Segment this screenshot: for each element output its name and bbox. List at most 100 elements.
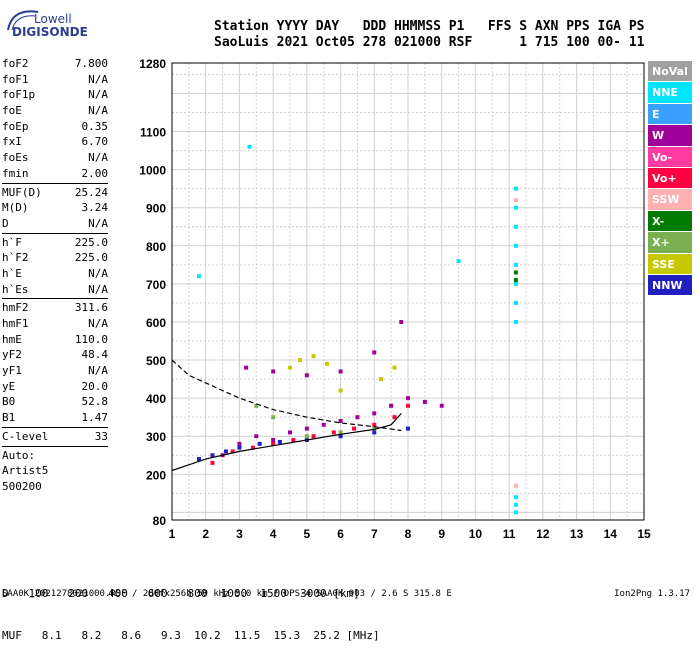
param-value: N/A [88,104,108,118]
param-row: B1 1.47 [2,410,108,426]
param-row: D N/A [2,216,108,232]
param-block-4: hmF2 311.6 hmF1 N/A hmE 110.0 yF2 48.4 yF1 N/A yE 2… [2,300,108,426]
muf-value: 25.2 [300,629,340,642]
distance-value: 1000 [207,587,248,600]
footer-info: SAA0K_2021278021000.RSF / 280fx256h 50 k… [2,589,452,599]
data-point [223,449,228,454]
param-row: h`F2 225.0 [2,250,108,266]
param-name: h`F [2,235,22,249]
muf-value: 8.1 [21,629,62,642]
data-point [331,430,336,435]
param-value: N/A [88,282,108,296]
y-tick-label: 80 [153,514,167,528]
param-value: 33 [94,429,108,443]
data-point [513,205,518,210]
param-row: h`F 225.0 [2,235,108,251]
param-name: h`E [2,266,22,280]
data-point [355,415,360,420]
data-point [271,415,276,420]
data-point [439,403,444,408]
param-value: N/A [88,317,108,330]
param-value: 25.24 [74,185,108,199]
x-tick-label: 14 [604,527,618,541]
param-name: fmin [2,166,29,180]
data-point [513,281,518,286]
param-row: yF1 N/A [2,363,108,379]
data-point [288,430,292,435]
param-name: hmF2 [2,301,29,315]
ionogram-chart: 1 2 3 4 5 6 7 8 9 10 11 12 13 14 158020030040050060070… [139,57,651,541]
divider [2,232,108,234]
divider [2,445,108,447]
param-value: N/A [88,216,108,230]
legend-item: Vo- [648,146,692,168]
data-point [325,361,330,366]
distance-value: 100 [8,587,49,600]
param-name: D [2,216,9,230]
y-tick-label: 300 [146,430,166,444]
param-row: B0 52.8 [2,394,108,410]
data-point [338,434,343,439]
data-point [513,262,518,267]
param-name: M(D) [2,201,29,215]
distance-unit: [km] [333,587,360,600]
param-row: foEs N/A [2,150,108,166]
data-point [379,377,384,382]
param-name: foEs [2,151,29,165]
divider [2,426,108,428]
muf-value: 8.2 [61,629,102,642]
data-point [372,430,377,435]
data-point [338,418,343,423]
x-tick-label: 13 [570,527,584,541]
muf-table: D 100 200 400 600 800 1000 1500 3000 [km… [2,559,380,657]
param-value: 6.70 [81,135,109,149]
y-tick-label: 200 [146,468,166,482]
divider [2,298,108,300]
data-point [254,403,259,408]
param-value: 311.6 [74,301,108,315]
legend-item: X+ [648,232,692,254]
trace-curve [171,412,402,472]
muf-unit: [MHz] [346,629,380,642]
data-point [392,365,397,370]
muf-value: 15.3 [260,629,301,642]
x-tick-label: 9 [438,527,445,541]
data-point [513,278,518,283]
data-point [291,438,296,443]
param-name: yF1 [2,364,22,378]
legend-item: SSW [648,189,692,211]
data-point [389,403,394,408]
data-point [271,441,276,446]
legend-item: NNW [648,274,692,297]
param-value: 0.35 [81,119,109,133]
y-tick-label: 1280 [139,57,166,71]
data-point [513,510,518,515]
data-point [311,354,316,359]
data-point [513,224,518,229]
param-row: foF1p N/A [2,87,108,103]
legend-item: NNE [648,82,692,104]
muf-value: 9.3 [141,629,181,642]
distance-value: 400 [88,587,128,600]
param-row: hmF1 N/A [2,316,108,332]
x-tick-label: 15 [637,527,651,541]
param-value: 52.8 [81,395,109,409]
param-name: h`Es [2,282,29,296]
x-tick-label: 12 [536,527,550,541]
data-point [247,144,252,149]
distance-row: D 100 200 400 600 800 1000 1500 3000 [km… [2,587,380,601]
param-name: C-level [2,429,49,443]
data-point [513,319,518,324]
muf-label: MUF [2,629,22,642]
distance-value: 800 [167,587,208,600]
param-value: 110.0 [74,332,108,346]
data-point [513,198,518,203]
data-point [298,358,303,363]
distance-label: D [2,587,9,600]
param-value: 225.0 [74,235,108,249]
param-name: h`F2 [2,251,29,265]
distance-value: 600 [127,587,168,600]
data-point [513,186,518,191]
param-value: 1.47 [81,411,109,425]
distance-value: 3000 [286,587,327,600]
